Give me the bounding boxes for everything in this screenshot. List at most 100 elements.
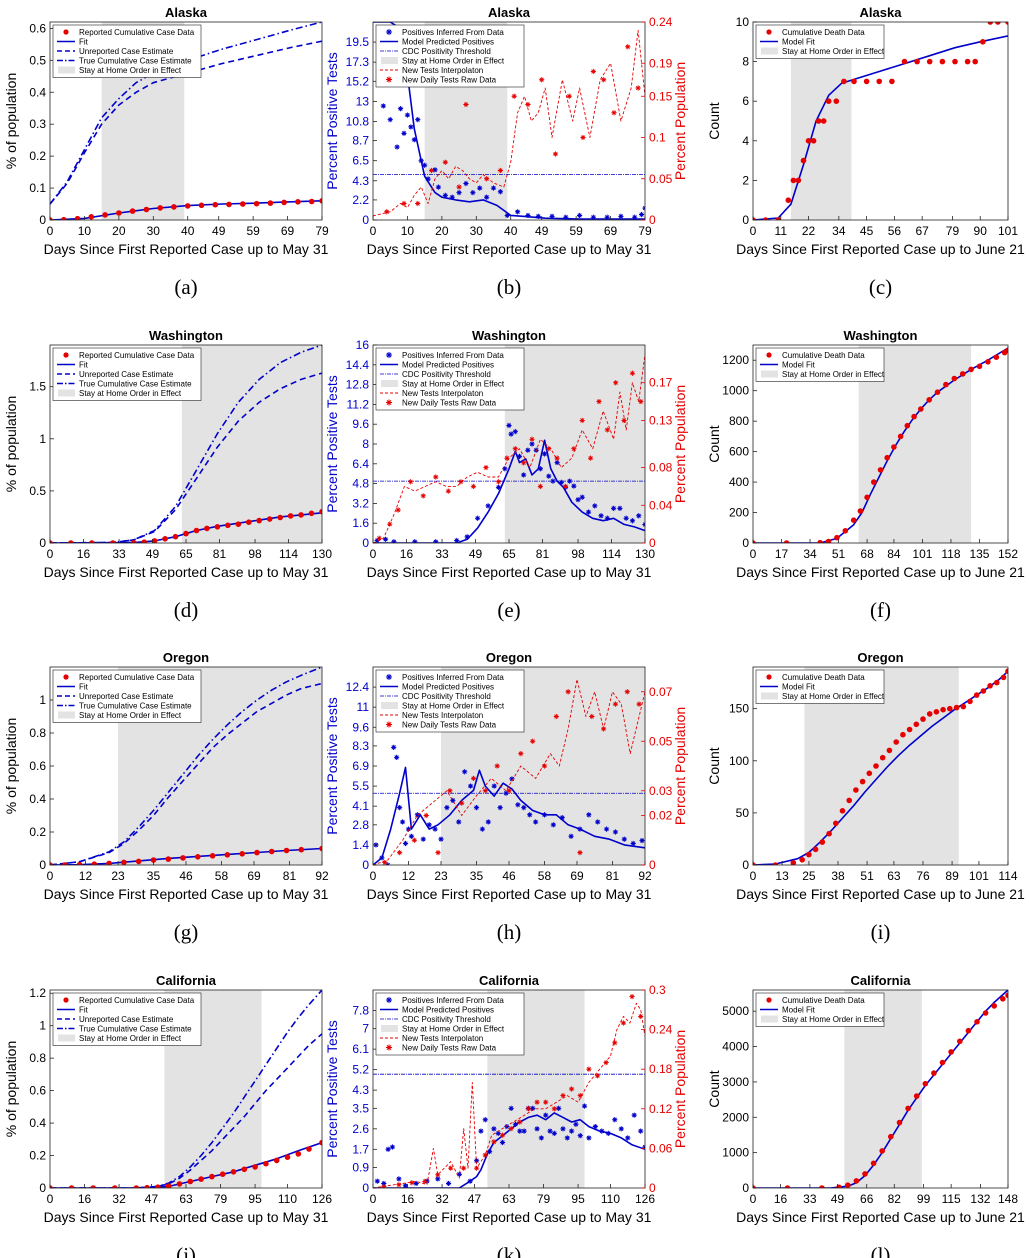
y2-tick-label: 0.24 (649, 1023, 673, 1037)
x-tick-label: 49 (831, 1192, 845, 1206)
panel-label: (j) (176, 1243, 196, 1258)
data-point (621, 836, 627, 842)
data-point (897, 433, 904, 440)
data-point (571, 483, 577, 489)
data-point (387, 117, 393, 123)
x-tick-label: 0 (47, 547, 54, 561)
x-tick-label: 49 (469, 547, 483, 561)
data-point (214, 524, 221, 530)
panel-g: 0 12 23 35 46 58 69 81 92 0 0.2 0.4 0.6 0.8 1 Oregon Day… (3, 650, 329, 944)
data-point (382, 536, 389, 542)
data-point (397, 850, 403, 856)
data-point (525, 1106, 532, 1112)
data-point (463, 180, 469, 187)
data-point (529, 436, 535, 442)
data-point (183, 530, 189, 537)
data-point (547, 1128, 553, 1134)
x-tick-label: 130 (635, 547, 655, 561)
data-point (603, 826, 610, 832)
data-point (195, 854, 201, 860)
legend-entry-label: New Daily Tests Raw Data (402, 399, 497, 408)
data-point (636, 701, 642, 707)
y-tick-label: 7 (362, 1022, 369, 1036)
legend-box (52, 24, 202, 78)
panel-label: (k) (497, 1243, 522, 1258)
x-tick-label: 79 (537, 1192, 551, 1206)
y-tick-label: 0.6 (29, 759, 46, 773)
x-axis-label: Days Since First Reported Case up to May… (367, 1209, 652, 1225)
data-point (512, 1121, 519, 1127)
y-tick-label: 2.6 (352, 1122, 369, 1136)
data-point (495, 479, 502, 485)
data-point (891, 444, 897, 450)
legend-entry-label: Stay at Home Order in Effect (79, 711, 182, 720)
x-axis-label: Days Since First Reported Case up to May… (44, 1209, 329, 1225)
x-tick-label: 0 (750, 547, 757, 561)
y-tick-label: 19.5 (346, 35, 370, 49)
legend-symbol-shade (761, 47, 778, 55)
data-point (517, 1119, 523, 1125)
y-axis-label: Count (706, 102, 722, 139)
data-point (841, 78, 847, 85)
x-tick-label: 40 (181, 224, 195, 238)
data-point (494, 763, 500, 769)
data-point (586, 1135, 592, 1141)
y-tick-label: 6 (742, 94, 749, 108)
data-point (384, 209, 390, 215)
data-point (511, 93, 517, 99)
data-point (413, 1180, 419, 1187)
data-point (176, 1181, 183, 1187)
data-point (552, 151, 559, 157)
data-point (926, 58, 933, 65)
panel-label: (a) (174, 275, 197, 299)
data-point (568, 833, 574, 839)
data-point (504, 212, 510, 219)
data-point (569, 1128, 575, 1134)
data-point (515, 802, 521, 808)
y-tick-label: 13 (356, 94, 370, 108)
y-tick-label: 0 (362, 213, 369, 227)
legend-box (52, 992, 202, 1046)
y-tick-label: 2 (742, 173, 749, 187)
data-point (89, 540, 95, 543)
data-point (533, 819, 539, 825)
data-point (926, 711, 933, 717)
data-point (565, 689, 571, 695)
y-tick-label: 0 (362, 536, 369, 550)
data-point (638, 1013, 644, 1019)
x-tick-label: 35 (147, 869, 161, 883)
data-point (499, 1132, 506, 1138)
data-point (395, 507, 401, 513)
data-point (851, 78, 857, 85)
data-layer (373, 678, 645, 865)
legend-box (375, 992, 525, 1056)
data-point (106, 860, 112, 865)
data-point (241, 1166, 248, 1173)
data-point (508, 431, 514, 437)
x-tick-label: 68 (860, 547, 874, 561)
data-point (281, 199, 287, 206)
data-point (411, 837, 417, 843)
y-tick-label: 0.2 (29, 149, 46, 163)
data-point (806, 851, 812, 858)
legend-entry-label: True Cumulative Case Estimate (79, 1025, 192, 1034)
data-point (618, 1126, 624, 1132)
legend-box (375, 347, 525, 411)
x-tick-label: 23 (434, 869, 448, 883)
data-point (638, 398, 644, 405)
data-point (273, 1157, 280, 1164)
x-tick-label: 0 (370, 1192, 377, 1206)
y-tick-label: 2000 (722, 1110, 749, 1124)
data-point (516, 453, 523, 459)
legend-symbol-star (386, 76, 392, 83)
data-point (965, 1027, 972, 1034)
y2-tick-label: 0.17 (649, 376, 673, 390)
data-point (319, 508, 322, 515)
y-tick-label: 800 (729, 414, 749, 428)
series-line (50, 22, 322, 205)
x-tick-label: 126 (635, 1192, 655, 1206)
data-point (939, 1059, 946, 1066)
data-point (596, 398, 602, 405)
y2-axis-label: Percent Population (672, 62, 688, 180)
